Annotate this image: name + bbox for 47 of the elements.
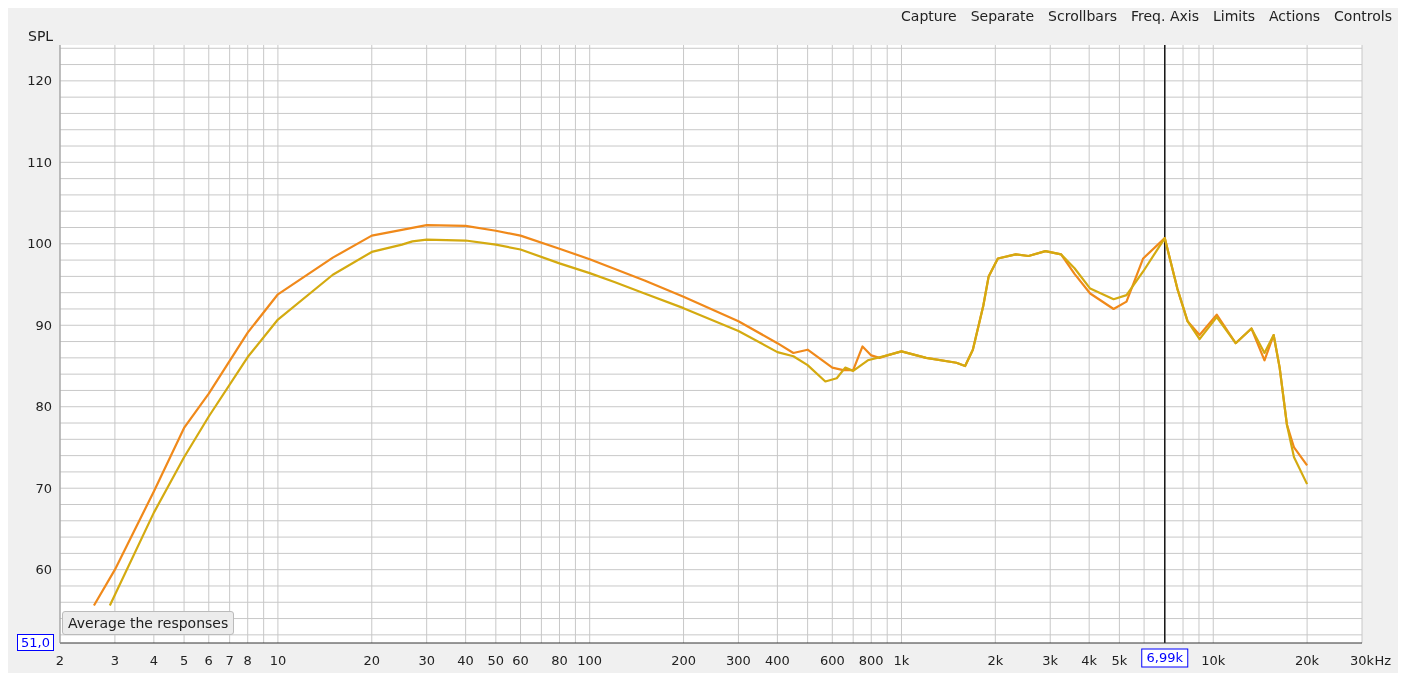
x-tick-label: 60 bbox=[512, 653, 529, 668]
text: Freq. Axis bbox=[1131, 8, 1199, 24]
y-tick-label: 120 bbox=[27, 73, 52, 89]
text: 51,0 bbox=[17, 634, 54, 651]
x-tick-label: 4 bbox=[149, 653, 158, 668]
y-tick-label: 100 bbox=[27, 236, 52, 252]
x-tick-label: 80 bbox=[551, 653, 568, 668]
x-tick-label: 7 bbox=[225, 653, 234, 668]
x-tick-label: 4k bbox=[1081, 653, 1098, 668]
x-tick-label: 20 bbox=[363, 653, 381, 668]
y-tick-label: 60 bbox=[35, 562, 52, 578]
ref-line-label: 6,99k bbox=[1146, 650, 1184, 665]
x-tick-label: 5 bbox=[179, 653, 189, 668]
x-tick-label: 400 bbox=[764, 653, 790, 668]
x-tick-label: 2 bbox=[55, 653, 65, 668]
x-tick-label: 3 bbox=[110, 653, 120, 668]
annotation: Average the responses bbox=[62, 611, 235, 635]
x-tick-label: 10k bbox=[1201, 653, 1226, 668]
x-tick-label: 800 bbox=[858, 653, 884, 668]
x-tick-label: 50 bbox=[487, 653, 505, 668]
text: Limits bbox=[1212, 8, 1255, 24]
y-axis-title: SPL bbox=[28, 28, 54, 44]
x-tick-label: 8 bbox=[243, 653, 252, 668]
x-tick-label: 6 bbox=[204, 653, 213, 668]
x-tick-label: 30 bbox=[418, 653, 435, 668]
text: Actions bbox=[1268, 8, 1321, 24]
x-tick-label: 30k bbox=[1349, 653, 1375, 668]
y-tick-label: 70 bbox=[35, 480, 52, 496]
x-tick-label: 200 bbox=[671, 653, 696, 668]
text: Capture bbox=[901, 8, 957, 24]
text: Separate bbox=[970, 8, 1035, 24]
text: Scrollbars bbox=[1048, 8, 1118, 24]
x-tick-label: 5k bbox=[1111, 653, 1128, 668]
x-tick-label: 300 bbox=[726, 653, 751, 668]
text: Controls bbox=[1334, 8, 1392, 24]
x-tick-label: 20k bbox=[1295, 653, 1320, 668]
x-tick-label: 40 bbox=[457, 653, 474, 668]
x-tick-label: 10 bbox=[269, 653, 287, 668]
y-tick-label: 90 bbox=[35, 317, 52, 333]
y-tick-label: 80 bbox=[35, 399, 52, 415]
x-tick-label: 600 bbox=[819, 653, 845, 668]
x-tick-label: 100 bbox=[577, 653, 603, 668]
x-tick-label: 3k bbox=[1042, 653, 1059, 668]
y-tick-label: 110 bbox=[27, 154, 52, 170]
x-axis-title: Hz bbox=[1374, 653, 1392, 668]
x-tick-label: 1k bbox=[893, 653, 910, 668]
x-tick-label: 2k bbox=[987, 653, 1004, 668]
